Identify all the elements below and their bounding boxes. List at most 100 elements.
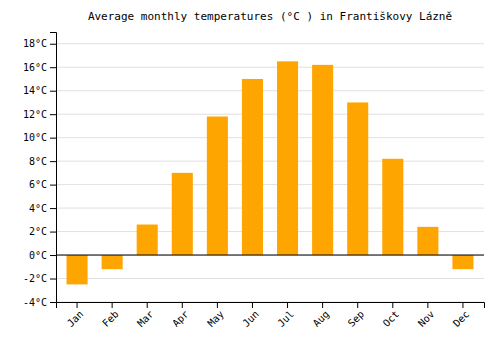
y-tick: 14°C bbox=[23, 85, 56, 96]
y-tick-mark bbox=[50, 91, 56, 92]
bar bbox=[102, 255, 123, 269]
x-tick: Apr bbox=[170, 302, 191, 329]
x-tick-label: Aug bbox=[311, 308, 332, 329]
x-tick-label: Feb bbox=[100, 308, 121, 329]
grid-line bbox=[56, 278, 484, 279]
y-tick: 2°C bbox=[29, 226, 56, 237]
y-tick-label: 10°C bbox=[23, 132, 47, 143]
bar bbox=[277, 61, 298, 255]
x-tick-mark bbox=[112, 302, 113, 308]
x-tick-mark bbox=[252, 302, 253, 308]
x-tick: Feb bbox=[100, 302, 121, 329]
bar bbox=[452, 255, 473, 269]
y-tick-mark bbox=[50, 67, 56, 68]
grid-line bbox=[56, 43, 484, 44]
grid-line bbox=[56, 114, 484, 115]
y-tick-mark bbox=[50, 232, 56, 233]
x-tick: Jan bbox=[65, 302, 86, 329]
x-tick-label: Dec bbox=[451, 308, 472, 329]
x-tick: Jul bbox=[275, 302, 296, 329]
y-tick: 6°C bbox=[29, 179, 56, 190]
bar bbox=[137, 225, 158, 256]
y-tick: 4°C bbox=[29, 203, 56, 214]
bar bbox=[172, 173, 193, 255]
grid-line bbox=[56, 255, 484, 256]
x-tick: Oct bbox=[381, 302, 402, 329]
bars bbox=[56, 61, 484, 284]
x-tick-mark bbox=[182, 302, 183, 308]
y-tick-mark bbox=[50, 185, 56, 186]
y-tick: 16°C bbox=[23, 62, 56, 73]
x-tick-label: Mar bbox=[135, 308, 156, 329]
x-tick: Jun bbox=[240, 302, 261, 329]
y-tick: 0°C bbox=[29, 250, 56, 261]
y-tick-mark bbox=[50, 114, 56, 115]
y-tick-mark bbox=[50, 302, 56, 303]
x-tick-label: Oct bbox=[381, 308, 402, 329]
y-tick-mark bbox=[50, 161, 56, 162]
y-tick: 8°C bbox=[29, 156, 56, 167]
y-tick-label: 18°C bbox=[23, 38, 47, 49]
y-tick: -2°C bbox=[23, 273, 56, 284]
chart: -4°C -2°C 0°C 2°C 4°C 6°C 8°C 10°C 12°C 14°C 16°C 1… bbox=[0, 0, 500, 350]
grid-line bbox=[56, 184, 484, 185]
bar bbox=[347, 102, 368, 255]
bar bbox=[312, 65, 333, 255]
y-tick: 18°C bbox=[23, 38, 56, 49]
x-tick-mark bbox=[392, 302, 393, 308]
x-tick: May bbox=[205, 302, 226, 329]
y-axis-line bbox=[50, 33, 57, 303]
x-tick-label: Nov bbox=[416, 308, 437, 329]
x-tick-mark bbox=[77, 302, 78, 308]
bar bbox=[382, 159, 403, 255]
grid-line bbox=[56, 208, 484, 209]
zero-line bbox=[56, 255, 484, 256]
x-tick-label: Jun bbox=[240, 308, 261, 329]
grid-line bbox=[56, 90, 484, 91]
y-tick-label: 14°C bbox=[23, 85, 47, 96]
x-tick-mark bbox=[287, 302, 288, 308]
y-tick-mark bbox=[50, 44, 56, 45]
y-tick-label: -2°C bbox=[23, 273, 47, 284]
y-tick-label: 12°C bbox=[23, 109, 47, 120]
y-tick-label: 6°C bbox=[29, 179, 47, 190]
x-tick-mark bbox=[427, 302, 428, 308]
bar bbox=[207, 117, 228, 256]
grid-line bbox=[56, 161, 484, 162]
x-tick: Mar bbox=[135, 302, 156, 329]
y-tick: 12°C bbox=[23, 109, 56, 120]
bar bbox=[242, 79, 263, 255]
bar bbox=[417, 227, 438, 255]
x-axis-line bbox=[57, 303, 485, 309]
y-tick-label: 0°C bbox=[29, 250, 47, 261]
y-tick-label: 16°C bbox=[23, 62, 47, 73]
y-tick-mark bbox=[50, 279, 56, 280]
x-tick: Sep bbox=[346, 302, 367, 329]
y-tick-mark bbox=[50, 138, 56, 139]
y-tick-label: 4°C bbox=[29, 203, 47, 214]
plot: -4°C -2°C 0°C 2°C 4°C 6°C 8°C 10°C 12°C 14°C 16°C 1… bbox=[23, 33, 485, 329]
x-tick: Nov bbox=[416, 302, 437, 329]
grid bbox=[56, 44, 484, 302]
y-tick-label: -4°C bbox=[23, 297, 47, 308]
x-tick-mark bbox=[322, 302, 323, 308]
x-tick-label: Jul bbox=[275, 308, 296, 329]
grid-line bbox=[56, 137, 484, 138]
bar bbox=[67, 255, 88, 284]
x-tick-mark bbox=[462, 302, 463, 308]
x-tick-label: Apr bbox=[170, 308, 191, 329]
x-tick-mark bbox=[217, 302, 218, 308]
x-tick-label: Jan bbox=[65, 308, 86, 329]
x-tick-label: Sep bbox=[346, 308, 367, 329]
x-tick-label: May bbox=[205, 308, 226, 329]
x-tick-mark bbox=[357, 302, 358, 308]
title: Average monthly temperatures (°C ) in Fr… bbox=[88, 10, 452, 23]
x-tick: Aug bbox=[311, 302, 332, 329]
y-tick-label: 2°C bbox=[29, 226, 47, 237]
x-tick-mark bbox=[147, 302, 148, 308]
x-tick: Dec bbox=[451, 302, 472, 329]
y-axis: -4°C -2°C 0°C 2°C 4°C 6°C 8°C 10°C 12°C 14°C 16°C 1… bbox=[23, 33, 57, 308]
y-tick-mark bbox=[50, 208, 56, 209]
grid-line bbox=[56, 67, 484, 68]
y-tick: 10°C bbox=[23, 132, 56, 143]
